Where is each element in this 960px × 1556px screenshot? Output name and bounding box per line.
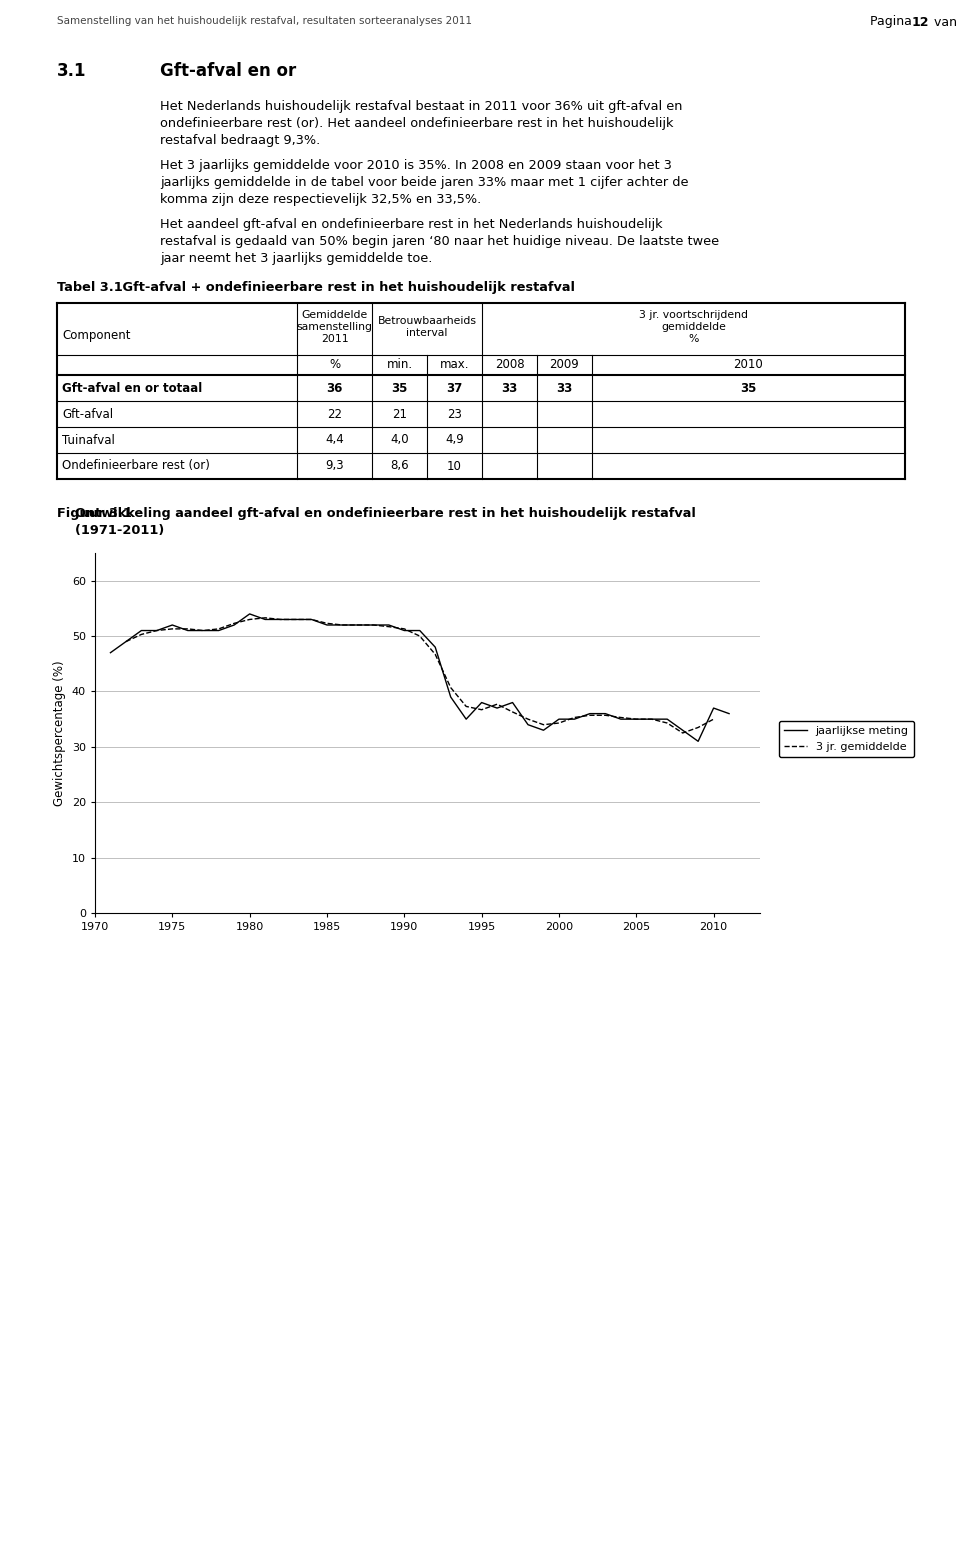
Text: Gemiddelde
samenstelling
2011: Gemiddelde samenstelling 2011: [297, 310, 372, 344]
Legend: jaarlijkse meting, 3 jr. gemiddelde: jaarlijkse meting, 3 jr. gemiddelde: [779, 720, 914, 758]
Text: Betrouwbaarheids
interval: Betrouwbaarheids interval: [377, 316, 476, 338]
Text: 4,4: 4,4: [325, 434, 344, 447]
Text: 21: 21: [392, 408, 407, 420]
Text: ondefinieerbare rest (or). Het aandeel ondefinieerbare rest in het huishoudelijk: ondefinieerbare rest (or). Het aandeel o…: [160, 117, 674, 131]
Text: 10: 10: [447, 459, 462, 473]
Text: 35: 35: [392, 381, 408, 395]
Text: Het aandeel gft-afval en ondefinieerbare rest in het Nederlands huishoudelijk: Het aandeel gft-afval en ondefinieerbare…: [160, 218, 662, 230]
Text: Tabel 3.1: Tabel 3.1: [57, 282, 123, 294]
Text: 37: 37: [446, 381, 463, 395]
Text: 35: 35: [740, 381, 756, 395]
Text: Gft-afval + ondefinieerbare rest in het huishoudelijk restafval: Gft-afval + ondefinieerbare rest in het …: [109, 282, 575, 294]
Text: Tuinafval: Tuinafval: [62, 434, 115, 447]
Text: Ondefinieerbare rest (or): Ondefinieerbare rest (or): [62, 459, 210, 473]
Text: restafval bedraagt 9,3%.: restafval bedraagt 9,3%.: [160, 134, 321, 146]
Text: 23: 23: [447, 408, 462, 420]
Text: 2009: 2009: [550, 358, 580, 372]
Text: 9,3: 9,3: [325, 459, 344, 473]
Text: Het Nederlands huishoudelijk restafval bestaat in 2011 voor 36% uit gft-afval en: Het Nederlands huishoudelijk restafval b…: [160, 100, 683, 114]
Y-axis label: Gewichtspercentage (%): Gewichtspercentage (%): [54, 660, 66, 806]
Text: Pagina: Pagina: [870, 16, 916, 28]
Text: 12: 12: [912, 16, 929, 28]
Text: Gft-afval en or totaal: Gft-afval en or totaal: [62, 381, 203, 395]
Text: Ontwikkeling aandeel gft-afval en ondefinieerbare rest in het huishoudelijk rest: Ontwikkeling aandeel gft-afval en ondefi…: [57, 507, 696, 520]
Text: 3 jr. voortschrijdend
gemiddelde
%: 3 jr. voortschrijdend gemiddelde %: [639, 310, 748, 344]
Text: van 37: van 37: [930, 16, 960, 28]
Text: 3.1: 3.1: [57, 62, 86, 79]
Text: 2008: 2008: [494, 358, 524, 372]
Text: 22: 22: [327, 408, 342, 420]
Text: 8,6: 8,6: [390, 459, 409, 473]
Text: jaar neemt het 3 jaarlijks gemiddelde toe.: jaar neemt het 3 jaarlijks gemiddelde to…: [160, 252, 432, 265]
Text: 4,9: 4,9: [445, 434, 464, 447]
Text: %: %: [329, 358, 340, 372]
Text: min.: min.: [387, 358, 413, 372]
Text: 33: 33: [501, 381, 517, 395]
Text: Figuur 3.1: Figuur 3.1: [57, 507, 132, 520]
Text: restafval is gedaald van 50% begin jaren ‘80 naar het huidige niveau. De laatste: restafval is gedaald van 50% begin jaren…: [160, 235, 719, 247]
Text: 4,0: 4,0: [390, 434, 409, 447]
Text: Component: Component: [62, 328, 131, 341]
Text: (1971-2011): (1971-2011): [57, 524, 164, 537]
Text: max.: max.: [440, 358, 469, 372]
Text: 2010: 2010: [733, 358, 763, 372]
Text: Samenstelling van het huishoudelijk restafval, resultaten sorteeranalyses 2011: Samenstelling van het huishoudelijk rest…: [57, 16, 472, 26]
Text: Het 3 jaarlijks gemiddelde voor 2010 is 35%. In 2008 en 2009 staan voor het 3: Het 3 jaarlijks gemiddelde voor 2010 is …: [160, 159, 672, 173]
Text: 36: 36: [326, 381, 343, 395]
Text: Gft-afval: Gft-afval: [62, 408, 113, 420]
Text: komma zijn deze respectievelijk 32,5% en 33,5%.: komma zijn deze respectievelijk 32,5% en…: [160, 193, 481, 205]
Text: Gft-afval en or: Gft-afval en or: [160, 62, 297, 79]
Text: 33: 33: [557, 381, 572, 395]
Text: jaarlijks gemiddelde in de tabel voor beide jaren 33% maar met 1 cijfer achter d: jaarlijks gemiddelde in de tabel voor be…: [160, 176, 688, 188]
